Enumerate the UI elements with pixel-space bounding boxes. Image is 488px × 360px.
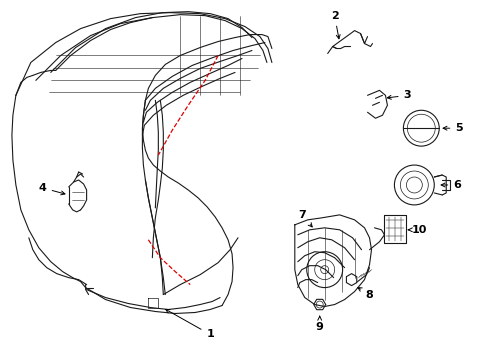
Text: 6: 6 — [440, 180, 460, 190]
Text: 5: 5 — [442, 123, 462, 133]
Text: 10: 10 — [407, 225, 426, 235]
Text: 8: 8 — [357, 288, 373, 300]
Text: 1: 1 — [165, 309, 214, 339]
Text: 4: 4 — [39, 183, 65, 195]
Text: 3: 3 — [386, 90, 410, 100]
Text: 7: 7 — [297, 210, 311, 227]
Text: 2: 2 — [330, 11, 340, 39]
Text: 9: 9 — [315, 316, 323, 332]
